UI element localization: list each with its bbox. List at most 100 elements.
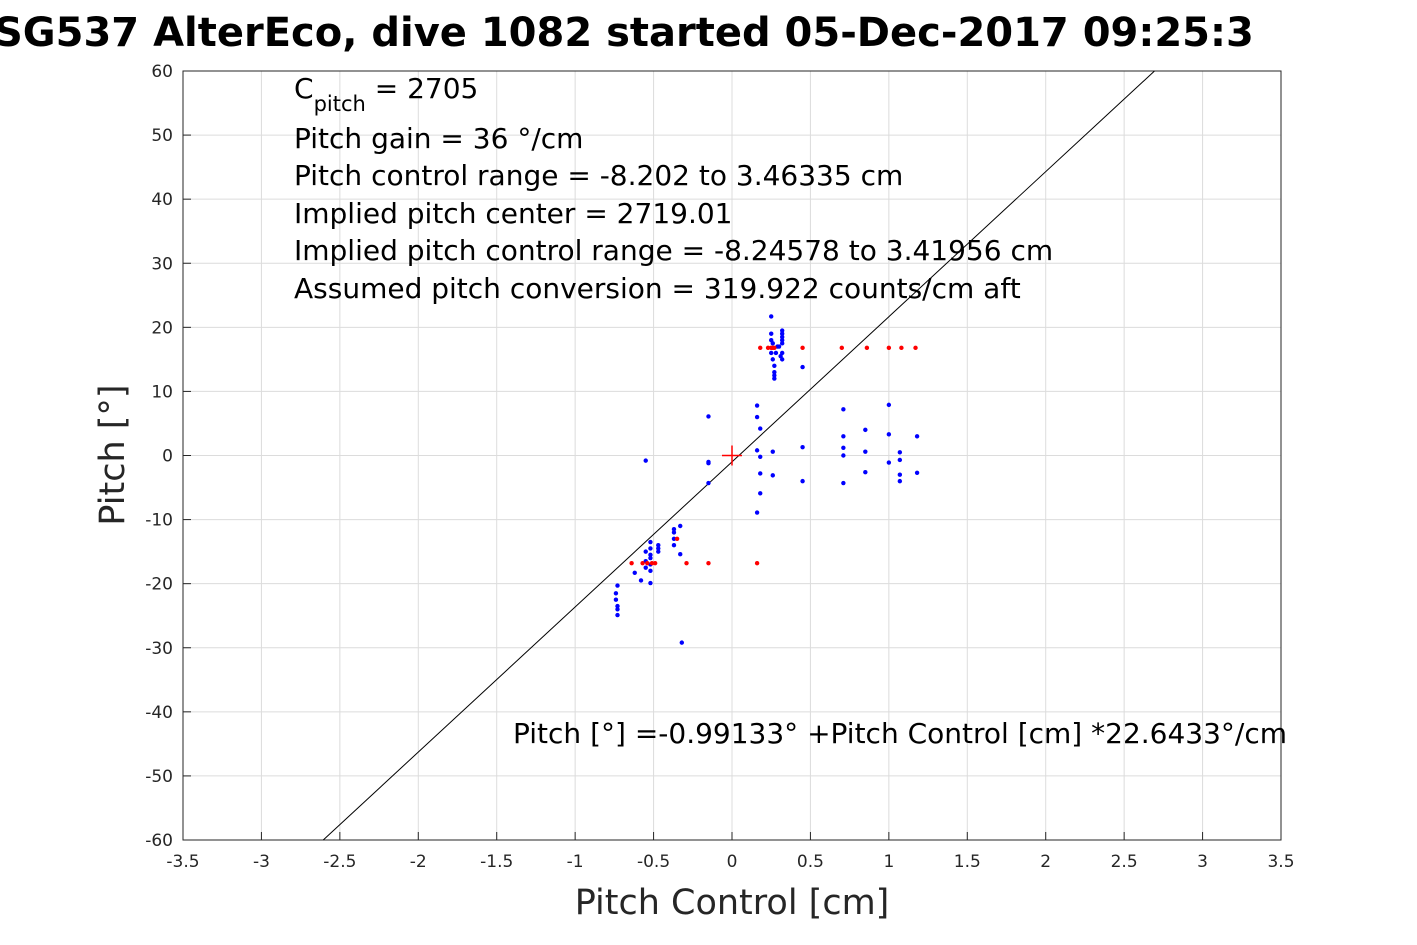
measured-point bbox=[770, 341, 775, 346]
measured-point bbox=[643, 549, 648, 554]
measured-point bbox=[914, 434, 920, 439]
measured-point bbox=[671, 536, 677, 542]
x-tick-label: 0.5 bbox=[797, 852, 824, 872]
commanded-point bbox=[674, 536, 680, 542]
implied-range-annotation: Implied pitch control range = -8.24578 t… bbox=[294, 234, 1053, 267]
measured-point bbox=[648, 552, 653, 558]
measured-point bbox=[656, 543, 661, 548]
x-tick-label: -1.5 bbox=[480, 852, 513, 872]
y-tick-label: -20 bbox=[145, 575, 173, 595]
measured-point bbox=[758, 454, 763, 459]
measured-point bbox=[615, 607, 620, 612]
y-tick-label: -30 bbox=[145, 639, 173, 659]
fit-equation-annotation: Pitch [°] =-0.99133° +Pitch Control [cm]… bbox=[513, 717, 1287, 750]
measured-point bbox=[886, 432, 892, 437]
grid bbox=[182, 70, 1282, 841]
measured-point bbox=[779, 331, 785, 336]
x-tick-label: -3.5 bbox=[166, 852, 199, 872]
measured-point bbox=[643, 458, 648, 463]
commanded-point bbox=[758, 345, 763, 351]
x-tick-label: -1 bbox=[567, 852, 584, 872]
measured-point bbox=[841, 453, 846, 458]
measured-point bbox=[638, 578, 644, 583]
measured-point bbox=[841, 445, 846, 451]
x-tick-label: -3 bbox=[253, 852, 270, 872]
commanded-point bbox=[645, 560, 650, 566]
x-tick-label: -2.5 bbox=[323, 852, 356, 872]
y-tick-label: 40 bbox=[151, 190, 173, 210]
measured-point bbox=[886, 402, 892, 408]
measured-point bbox=[841, 434, 846, 439]
commanded-point bbox=[684, 560, 689, 566]
y-ticks: 60 50 40 30 20 10 0 -10 -20 -30 -40 -50 -60 bbox=[145, 62, 191, 851]
measured-point bbox=[800, 364, 805, 370]
measured-point bbox=[863, 449, 868, 454]
commanded-point bbox=[706, 560, 711, 566]
x-tick-label: 2 bbox=[1040, 852, 1051, 872]
commanded-point bbox=[754, 560, 760, 566]
measured-point bbox=[648, 568, 653, 574]
measured-point bbox=[615, 583, 620, 588]
measured-point bbox=[779, 328, 785, 333]
commanded-point bbox=[765, 345, 771, 351]
x-tick-label: -2 bbox=[410, 852, 427, 872]
measured-point bbox=[770, 473, 775, 478]
measured-point bbox=[897, 472, 903, 477]
commanded-point bbox=[899, 345, 904, 351]
commanded-point bbox=[629, 560, 634, 566]
commanded-point bbox=[649, 560, 655, 566]
commanded-point bbox=[864, 345, 870, 351]
measured-point bbox=[758, 491, 763, 496]
x-axis-label: Pitch Control [cm] bbox=[575, 883, 890, 923]
measured-point bbox=[643, 565, 648, 570]
measured-point bbox=[613, 591, 619, 596]
conversion-annotation: Assumed pitch conversion = 319.922 count… bbox=[294, 272, 1021, 305]
measured-point bbox=[754, 414, 760, 420]
measured-point bbox=[648, 539, 653, 545]
measured-point bbox=[754, 403, 760, 408]
y-tick-label: 60 bbox=[151, 62, 173, 82]
x-tick-label: 0 bbox=[727, 852, 738, 872]
measured-point bbox=[656, 546, 661, 551]
measured-point bbox=[769, 331, 774, 336]
y-tick-label: -10 bbox=[145, 511, 173, 531]
measured-point bbox=[779, 341, 785, 346]
measured-point bbox=[800, 478, 805, 484]
x-tick-label: 1.5 bbox=[954, 852, 981, 872]
data-marks bbox=[322, 70, 1155, 841]
y-tick-label: 30 bbox=[151, 254, 173, 274]
measured-point bbox=[897, 457, 903, 463]
measured-point bbox=[648, 546, 653, 551]
measured-point bbox=[758, 426, 763, 431]
pitch-gain-annotation: Pitch gain = 36 °/cm bbox=[294, 122, 583, 155]
measured-point bbox=[779, 334, 785, 340]
measured-point bbox=[841, 407, 846, 412]
measured-point bbox=[671, 530, 677, 535]
measured-point bbox=[779, 337, 785, 343]
measured-point bbox=[632, 570, 637, 575]
y-tick-label: 20 bbox=[151, 318, 173, 338]
x-tick-label: 2.5 bbox=[1111, 852, 1138, 872]
measured-point bbox=[772, 363, 777, 368]
measured-point bbox=[914, 470, 920, 476]
commanded-point bbox=[913, 345, 918, 351]
measured-point bbox=[897, 450, 903, 455]
measured-point bbox=[897, 478, 903, 484]
y-tick-label: -40 bbox=[145, 703, 173, 723]
measured-point bbox=[706, 414, 711, 419]
x-tick-label: -0.5 bbox=[637, 852, 670, 872]
measured-point bbox=[841, 480, 846, 486]
measured-point bbox=[886, 460, 892, 465]
commanded-point bbox=[772, 345, 777, 351]
x-tick-label: 3.5 bbox=[1267, 852, 1294, 872]
commanded-point bbox=[652, 560, 658, 566]
measured-point bbox=[678, 523, 683, 529]
pitch-control-range-annotation: Pitch control range = -8.202 to 3.46335 … bbox=[294, 159, 903, 192]
x-ticks: -3.5 -3 -2.5 -2 -1.5 -1 -0.5 0 0.5 1 1.5 2 2.5 3 3.5 bbox=[166, 832, 1295, 872]
measured-point bbox=[648, 580, 653, 586]
chart-title: SG537 AlterEco, dive 1082 started 05-Dec… bbox=[0, 10, 1254, 56]
measured-point bbox=[671, 526, 677, 532]
measured-point bbox=[770, 449, 775, 454]
y-tick-label: -60 bbox=[145, 831, 173, 851]
y-tick-label: 10 bbox=[151, 382, 173, 402]
